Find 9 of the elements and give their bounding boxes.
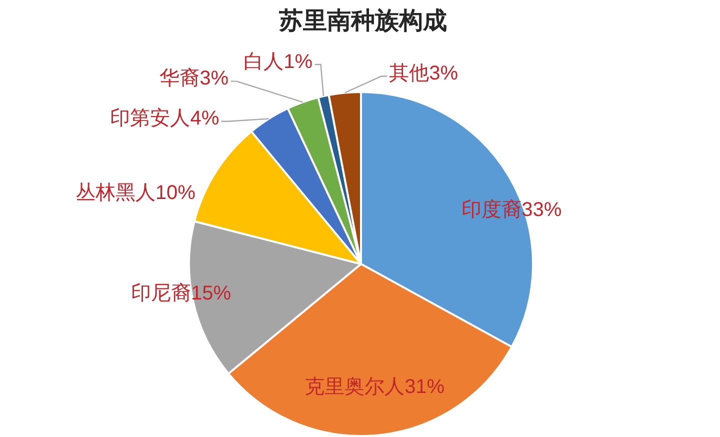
slice-label: 白人1% [244, 50, 313, 73]
slice-label: 其他3% [389, 62, 458, 85]
chart-title: 苏里南种族构成 [278, 8, 447, 34]
slice-label: 丛林黑人10% [75, 182, 196, 204]
slice-label: 印尼裔15% [131, 282, 232, 304]
slice-label: 克里奥尔人31% [304, 376, 445, 398]
slice-label: 华裔3% [160, 68, 229, 90]
slice-label: 印度裔33% [462, 199, 562, 222]
slice-label: 印第安人4% [110, 108, 220, 130]
